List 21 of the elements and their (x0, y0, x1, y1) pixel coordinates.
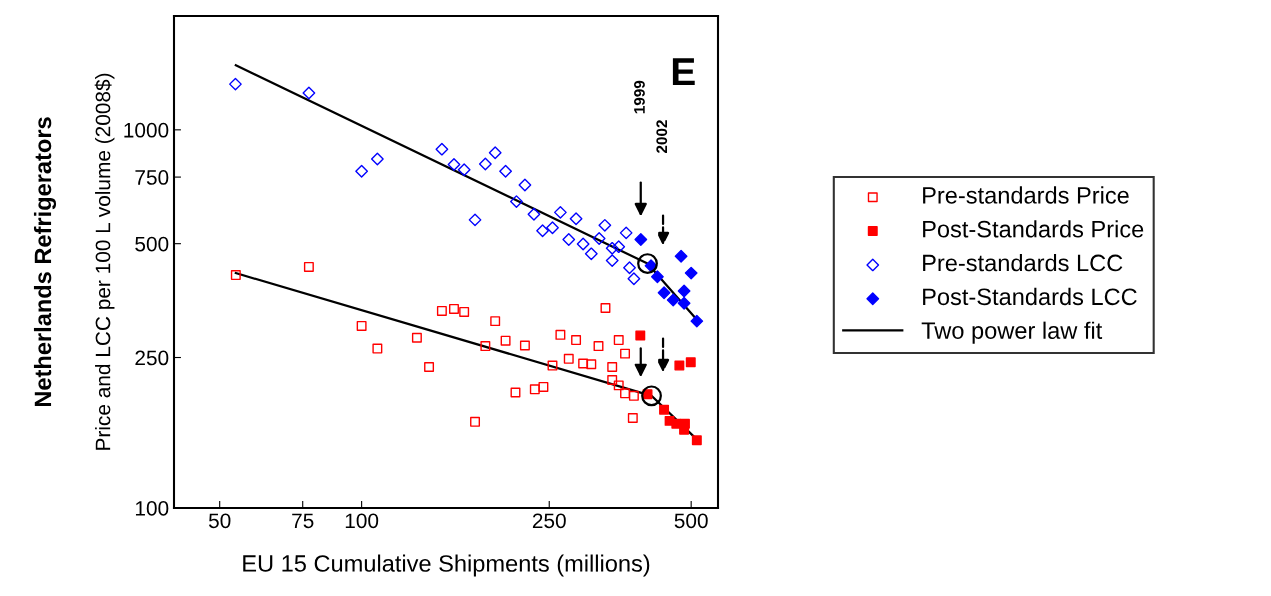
y-tick-label: 100 (135, 501, 169, 516)
x-axis-title: EU 15 Cumulative Shipments (millions) (243, 554, 650, 577)
x-tick-label: 100 (345, 513, 379, 529)
annotation: E (672, 58, 695, 86)
legend-label: Pre-standards Price (923, 186, 1129, 204)
y-tick-label: 750 (135, 170, 169, 185)
annotation: 1999 (634, 80, 645, 114)
y-tick-label: 250 (135, 350, 169, 366)
annotation: 2002 (656, 120, 668, 153)
legend-label: Post-Standards Price (923, 220, 1144, 238)
y-tick-label: 1000 (124, 122, 169, 138)
x-tick-label: 500 (674, 513, 708, 529)
x-tick-label: 75 (292, 513, 314, 529)
legend-label: Pre-standards LCC (923, 254, 1123, 272)
legend-label: Two power law fit (921, 321, 1103, 344)
x-tick-label: 250 (532, 513, 566, 529)
x-tick-label: 50 (208, 513, 231, 529)
y-tick-label: 500 (135, 236, 169, 252)
legend-label: Post-Standards LCC (923, 287, 1137, 306)
y-axis-title: Price and LCC per 100 L volume (2008$) (94, 73, 115, 450)
text: Netherlands Refrigerators (33, 117, 57, 407)
